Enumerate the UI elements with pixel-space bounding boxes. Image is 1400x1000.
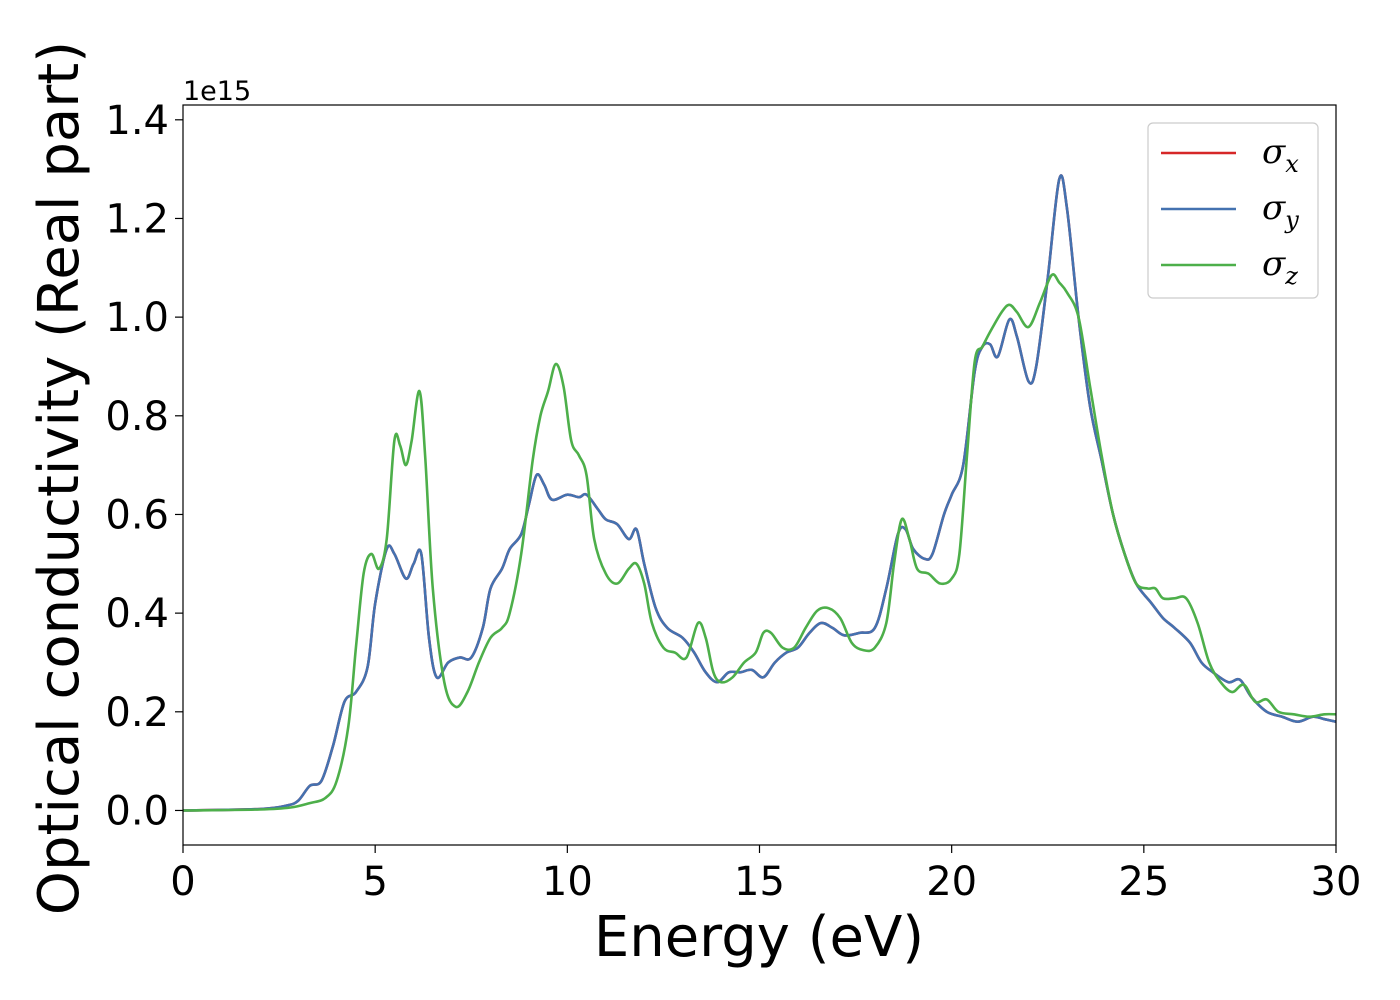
y-axis-title: Optical conductivity (Real part) bbox=[27, 41, 92, 915]
legend-subscript: x bbox=[1285, 150, 1299, 178]
x-tick-label: 15 bbox=[734, 859, 785, 905]
y-tick-label: 0.4 bbox=[105, 591, 169, 637]
x-tick-label: 20 bbox=[926, 859, 977, 905]
legend-symbol: σ bbox=[1262, 244, 1286, 284]
y-tick-label: 0.6 bbox=[105, 492, 169, 538]
legend-label-x: σx bbox=[1262, 132, 1299, 178]
y-axis: 0.0 0.2 0.4 0.6 0.8 1.0 1.2 1.4 bbox=[105, 98, 183, 834]
x-axis: 0 5 10 15 20 25 30 bbox=[170, 845, 1361, 905]
legend-symbol: σ bbox=[1262, 132, 1286, 172]
legend-subscript: z bbox=[1284, 262, 1298, 290]
x-axis-title: Energy (eV) bbox=[594, 905, 924, 970]
legend-label-y: σy bbox=[1262, 188, 1299, 234]
y-tick-label: 0.8 bbox=[105, 394, 169, 440]
y-tick-label: 1.4 bbox=[105, 98, 169, 144]
y-tick-label: 0.0 bbox=[105, 788, 169, 834]
legend-symbol: σ bbox=[1262, 188, 1286, 228]
x-tick-label: 0 bbox=[170, 859, 195, 905]
series-line-z bbox=[183, 273, 1336, 812]
x-tick-label: 5 bbox=[362, 859, 387, 905]
plot-frame bbox=[182, 104, 1337, 846]
y-tick-label: 1.2 bbox=[105, 196, 169, 242]
x-tick-label: 25 bbox=[1118, 859, 1169, 905]
x-tick-label: 10 bbox=[542, 859, 593, 905]
legend-label-z: σz bbox=[1262, 244, 1298, 290]
x-tick-label: 30 bbox=[1311, 859, 1362, 905]
legend-subscript: y bbox=[1284, 206, 1299, 234]
legend-box bbox=[1147, 122, 1319, 299]
y-axis-offset-text: 1e15 bbox=[183, 76, 251, 107]
y-tick-label: 0.2 bbox=[105, 690, 169, 736]
plot-area bbox=[183, 174, 1336, 812]
y-tick-label: 1.0 bbox=[105, 295, 169, 341]
